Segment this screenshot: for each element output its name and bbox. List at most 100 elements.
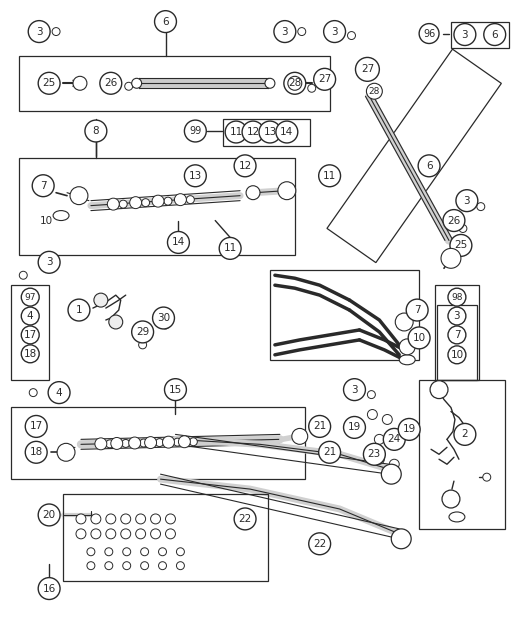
Circle shape	[152, 195, 164, 207]
Text: 12: 12	[238, 161, 252, 171]
Text: 10: 10	[413, 333, 425, 343]
Circle shape	[418, 155, 440, 177]
Circle shape	[396, 313, 413, 331]
Text: 22: 22	[238, 514, 252, 524]
Bar	[270, 270, 419, 360]
Circle shape	[484, 24, 506, 46]
Circle shape	[288, 76, 302, 91]
Circle shape	[225, 121, 247, 143]
Circle shape	[165, 514, 175, 524]
Circle shape	[105, 548, 113, 556]
Circle shape	[383, 415, 392, 424]
Bar	[451, 22, 509, 49]
Circle shape	[398, 419, 420, 440]
Circle shape	[29, 388, 37, 397]
Text: 18: 18	[24, 349, 37, 359]
Circle shape	[70, 187, 88, 205]
Circle shape	[121, 514, 131, 524]
Circle shape	[87, 562, 95, 569]
Text: 6: 6	[426, 161, 432, 171]
Circle shape	[150, 529, 161, 539]
Circle shape	[95, 438, 107, 450]
Circle shape	[100, 73, 121, 94]
Text: 28: 28	[288, 78, 301, 89]
Text: 96: 96	[423, 28, 435, 39]
Circle shape	[108, 198, 119, 210]
Circle shape	[109, 315, 123, 329]
Circle shape	[73, 76, 87, 91]
Text: 11: 11	[230, 127, 243, 137]
Text: 19: 19	[348, 422, 361, 433]
Text: 3: 3	[462, 30, 468, 40]
Circle shape	[132, 78, 142, 88]
Circle shape	[187, 196, 194, 204]
Circle shape	[141, 562, 148, 569]
Text: 21: 21	[313, 421, 326, 431]
Circle shape	[448, 307, 466, 325]
Circle shape	[125, 82, 133, 91]
Circle shape	[161, 321, 170, 329]
Text: 8: 8	[93, 126, 99, 136]
Text: 13: 13	[189, 171, 202, 181]
Circle shape	[153, 307, 174, 329]
Circle shape	[456, 189, 478, 212]
Text: 18: 18	[29, 447, 43, 457]
Bar	[19, 56, 330, 111]
Circle shape	[292, 428, 308, 444]
Circle shape	[129, 437, 141, 449]
Text: 17: 17	[29, 421, 43, 431]
Text: 14: 14	[172, 238, 185, 247]
Circle shape	[430, 381, 448, 399]
Text: 25: 25	[454, 240, 467, 250]
Circle shape	[106, 440, 114, 448]
Bar	[435, 285, 479, 379]
Circle shape	[25, 415, 47, 437]
Text: 28: 28	[369, 87, 380, 96]
Circle shape	[367, 83, 383, 100]
Circle shape	[246, 186, 260, 200]
Circle shape	[68, 299, 90, 321]
Text: 3: 3	[464, 196, 470, 205]
Text: 97: 97	[24, 293, 36, 302]
Circle shape	[219, 238, 241, 259]
Circle shape	[174, 194, 187, 205]
Circle shape	[130, 196, 142, 209]
Text: 3: 3	[331, 26, 338, 37]
Circle shape	[19, 272, 27, 279]
Text: 7: 7	[453, 330, 460, 340]
Circle shape	[38, 504, 60, 526]
Text: 15: 15	[169, 385, 182, 395]
Circle shape	[159, 562, 166, 569]
Text: 2: 2	[462, 429, 468, 439]
Circle shape	[278, 182, 296, 200]
Circle shape	[123, 562, 131, 569]
Circle shape	[441, 248, 461, 268]
Circle shape	[374, 435, 384, 444]
Circle shape	[178, 436, 190, 447]
Circle shape	[234, 155, 256, 177]
Circle shape	[38, 578, 60, 600]
Circle shape	[132, 321, 154, 343]
Ellipse shape	[449, 512, 465, 522]
Text: 30: 30	[157, 313, 170, 323]
Circle shape	[168, 232, 189, 254]
Circle shape	[135, 529, 146, 539]
Circle shape	[406, 299, 428, 321]
Text: 99: 99	[189, 126, 202, 136]
Text: 27: 27	[361, 64, 374, 74]
Circle shape	[259, 121, 281, 143]
Circle shape	[142, 198, 149, 207]
Circle shape	[276, 121, 298, 143]
Bar	[63, 494, 268, 580]
Circle shape	[343, 417, 366, 438]
Circle shape	[284, 73, 306, 94]
Text: 10: 10	[40, 216, 53, 225]
Circle shape	[21, 326, 39, 344]
Circle shape	[448, 326, 466, 344]
Circle shape	[76, 529, 86, 539]
Circle shape	[389, 459, 399, 469]
Circle shape	[140, 439, 147, 447]
Circle shape	[185, 165, 206, 187]
Circle shape	[265, 78, 275, 88]
Circle shape	[135, 514, 146, 524]
